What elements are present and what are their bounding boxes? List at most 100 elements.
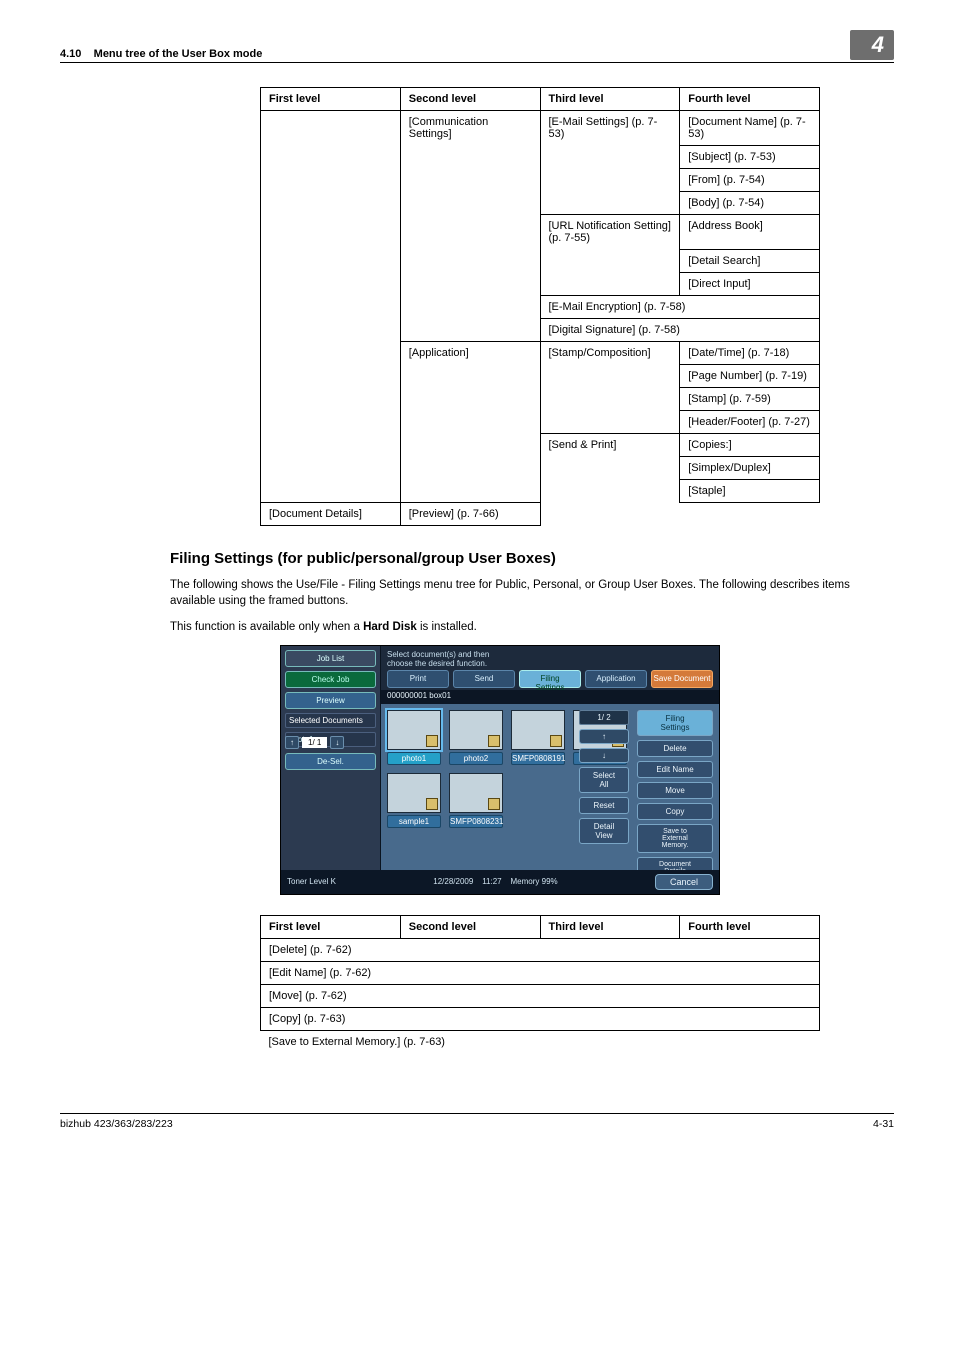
ss-toptab-send[interactable]: Send (453, 670, 515, 688)
ss-arrow-down[interactable]: ↓ (579, 748, 629, 763)
ss-toptab-filing[interactable]: Filing Settings (519, 670, 581, 688)
table-row: [Application][Stamp/Composition][Date/Ti… (261, 341, 820, 364)
table-row: [E-Mail Encryption] (p. 7-58) (261, 295, 820, 318)
ss-r-save-ext[interactable]: Save to External Memory. (637, 824, 713, 853)
para2-c: is installed. (417, 621, 477, 633)
cell-fourth (680, 502, 820, 525)
menu-tree-table-1: First level Second level Third level Fou… (260, 87, 820, 526)
ss-detail-view[interactable]: Detail View (579, 818, 629, 844)
cell-fourth: [Detail Search] (680, 249, 820, 272)
ss-thumb[interactable]: SMFP0808191 (511, 710, 565, 765)
cell-first (261, 456, 401, 479)
ss-time: 11:27 (482, 877, 501, 886)
cell-third (540, 249, 680, 272)
cell-second (400, 215, 540, 250)
cell-second (400, 410, 540, 433)
cell-second (400, 456, 540, 479)
ss-arrow-up[interactable]: ↑ (579, 729, 629, 744)
ss-thumb[interactable]: photo2 (449, 710, 503, 765)
cell-third-fourth: [Digital Signature] (p. 7-58) (540, 318, 820, 341)
ss-reset[interactable]: Reset (579, 797, 629, 814)
table-row: [Copy] (p. 7-63) (261, 1007, 820, 1030)
footer-page: 4-31 (873, 1118, 894, 1130)
cell-first (261, 318, 401, 341)
ss-main-area: photo1photo2SMFP0808191doc1sample1SMFP08… (381, 704, 719, 870)
footer-model: bizhub 423/363/283/223 (60, 1118, 173, 1130)
cell-second (400, 387, 540, 410)
menu-tree-table-2: First level Second level Third level Fou… (260, 915, 820, 1053)
table-row: [Digital Signature] (p. 7-58) (261, 318, 820, 341)
filing-para-2: This function is available only when a H… (170, 619, 894, 635)
table-row: [Document Details][Preview] (p. 7-66) (261, 502, 820, 525)
table-header-row: First level Second level Third level Fou… (261, 915, 820, 938)
cell-first (261, 295, 401, 318)
ss-toptab-app[interactable]: Application (585, 670, 647, 688)
ss-box-bar: 000000001 box01 (381, 690, 719, 704)
ss-r-delete[interactable]: Delete (637, 740, 713, 757)
table-header-row: First level Second level Third level Fou… (261, 88, 820, 111)
cell-fourth: [Document Name] (p. 7-53) (680, 111, 820, 146)
cell-fourth: [Address Book] (680, 215, 820, 250)
cell-fourth: [Page Number] (p. 7-19) (680, 364, 820, 387)
ss-thumb[interactable]: SMFP0808231 (449, 773, 503, 828)
table-row: [Subject] (p. 7-53) (261, 146, 820, 169)
ss-r-editname[interactable]: Edit Name (637, 761, 713, 778)
ss-r-move[interactable]: Move (637, 782, 713, 799)
page-header: 4.10 Menu tree of the User Box mode 4 (60, 30, 894, 63)
ss-thumb[interactable]: photo1 (387, 710, 441, 765)
ss-toner: Toner Level K (287, 877, 336, 886)
cell-second (400, 146, 540, 169)
table-row: [Stamp] (p. 7-59) (261, 387, 820, 410)
device-screenshot: Job List Check Job Preview Selected Docu… (280, 645, 720, 895)
section-number: 4.10 (60, 48, 81, 60)
table-row: [From] (p. 7-54) (261, 169, 820, 192)
cell-third-fourth: [E-Mail Encryption] (p. 7-58) (540, 295, 820, 318)
cell-third (540, 272, 680, 295)
cell-second (400, 249, 540, 272)
cell-first: [Copy] (p. 7-63) (261, 1007, 820, 1030)
cell-third: [E-Mail Settings] (p. 7-53) (540, 111, 680, 146)
ss-thumb-label: SMFP0808231 (449, 815, 503, 828)
ss-select-all[interactable]: Select All (579, 767, 629, 793)
ss-desel[interactable]: De-Sel. (285, 753, 376, 770)
cell-first (261, 364, 401, 387)
table-row: [Header/Footer] (p. 7-27) (261, 410, 820, 433)
ss-cancel-button[interactable]: Cancel (655, 874, 713, 890)
cell-second: [Communication Settings] (400, 111, 540, 146)
section-title: Menu tree of the User Box mode (94, 48, 263, 60)
para2-a: This function is available only when a (170, 621, 363, 633)
ss-thumb-image (449, 710, 503, 750)
ss-r-copy[interactable]: Copy (637, 803, 713, 820)
ss-top-tabs: Print Send Filing Settings Application S… (381, 668, 719, 690)
cell-second (400, 295, 540, 318)
cell-third (540, 169, 680, 192)
cell-first: [Move] (p. 7-62) (261, 984, 820, 1007)
cell-third (540, 364, 680, 387)
cell-fourth: [Date/Time] (p. 7-18) (680, 341, 820, 364)
ss-right-column: Filing Settings Delete Edit Name Move Co… (637, 710, 713, 879)
cell-first (261, 433, 401, 456)
table-row: [Body] (p. 7-54) (261, 192, 820, 215)
col-second: Second level (400, 88, 540, 111)
ss-toptab-print[interactable]: Print (387, 670, 449, 688)
ss-mid-column: 1/ 2 ↑ ↓ Select All Reset Detail View (579, 710, 629, 844)
cell-second (400, 433, 540, 456)
cell-first: [Delete] (p. 7-62) (261, 938, 820, 961)
cell-third: [Stamp/Composition] (540, 341, 680, 364)
ss-instruction: Select document(s) and then choose the d… (381, 646, 719, 668)
ss-toptab-save[interactable]: Save Document (651, 670, 713, 688)
cell-fourth: [Stamp] (p. 7-59) (680, 387, 820, 410)
ss-tab-joblist[interactable]: Job List (285, 650, 376, 667)
ss-left-up[interactable]: ↑ (285, 736, 299, 749)
ss-tab-preview[interactable]: Preview (285, 692, 376, 709)
cell-fourth: [Body] (p. 7-54) (680, 192, 820, 215)
ss-left-down[interactable]: ↓ (330, 736, 344, 749)
cell-third (540, 387, 680, 410)
cell-first (261, 479, 401, 502)
filing-settings-heading: Filing Settings (for public/personal/gro… (170, 550, 894, 567)
cell-third (540, 146, 680, 169)
table-row: [Send & Print][Copies:] (261, 433, 820, 456)
ss-thumb[interactable]: sample1 (387, 773, 441, 828)
ss-thumb-image (387, 773, 441, 813)
ss-tab-checkjob[interactable]: Check Job (285, 671, 376, 688)
